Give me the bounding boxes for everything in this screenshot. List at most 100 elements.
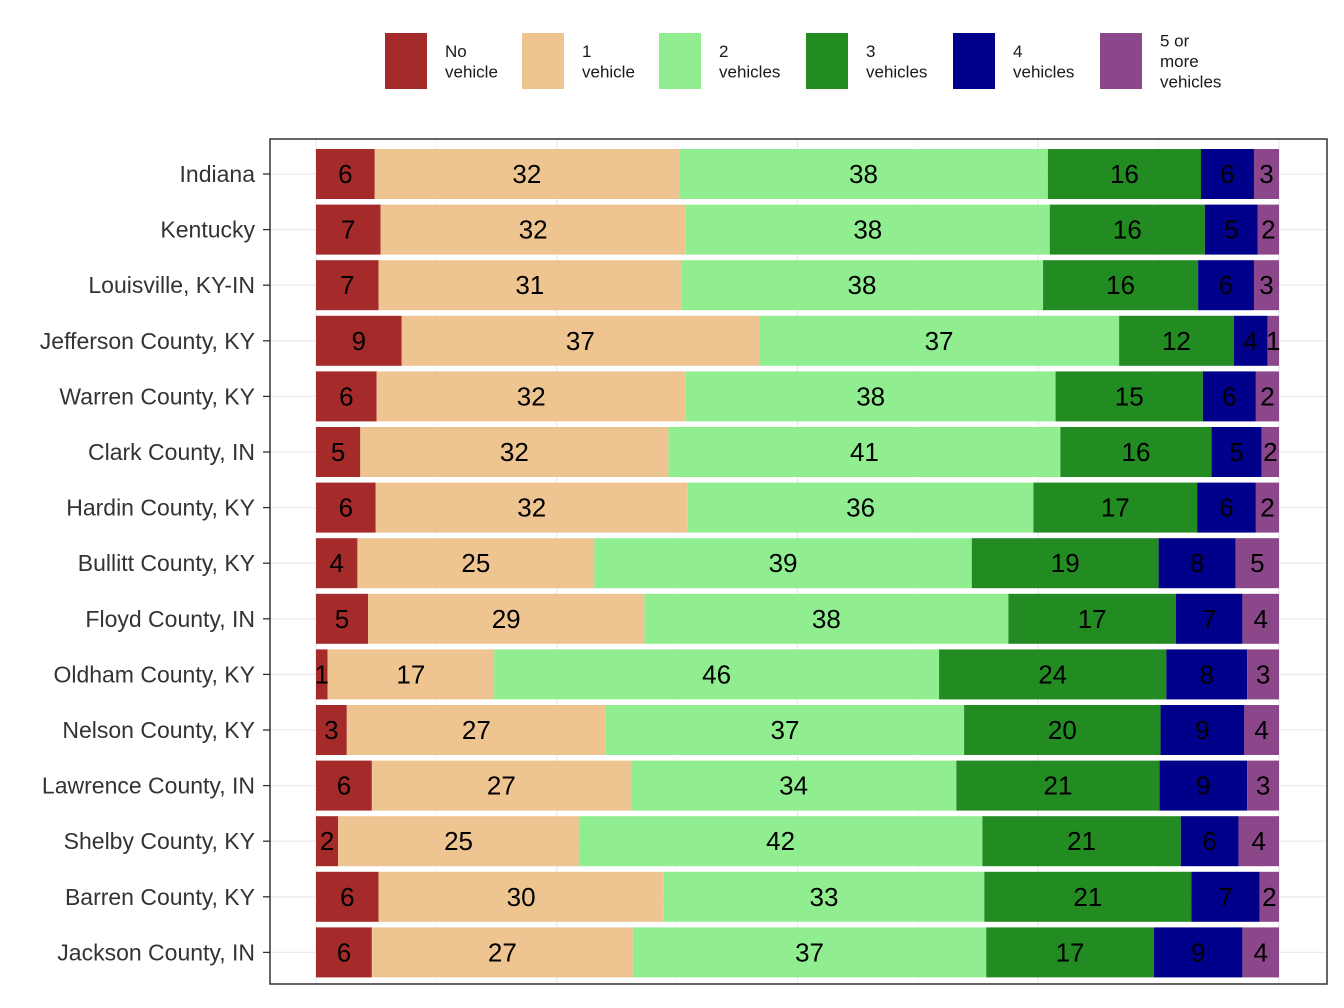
bar-segment-nelson-county-ky-2-vehicles xyxy=(605,705,965,755)
bar-segment-louisville-ky-in-1-vehicle xyxy=(378,260,681,311)
bar-segment-indiana-3-vehicles xyxy=(1047,149,1201,199)
bar-value-label: 4 xyxy=(1252,826,1266,856)
bar-segment-nelson-county-ky-5-or-more-vehicles xyxy=(1244,705,1279,755)
bar-segment-kentucky-2-vehicles xyxy=(685,204,1050,255)
bar-value-label: 7 xyxy=(340,270,354,300)
bar-value-label: 38 xyxy=(812,604,841,634)
bar-segment-shelby-county-ky-2-vehicles xyxy=(578,816,983,867)
legend: No vehicle 1 vehicle 2 vehicles 3 vehicles 4 vehi… xyxy=(385,32,1221,92)
bar-value-label: 27 xyxy=(462,715,491,745)
category-label-kentucky: Kentucky xyxy=(160,217,255,243)
bar-segment-nelson-county-ky-4-vehicles xyxy=(1160,705,1245,755)
bar-value-label: 6 xyxy=(339,493,353,523)
bar-segment-louisville-ky-in-no-vehicle xyxy=(316,260,379,311)
bar-segment-jackson-county-in-2-vehicles xyxy=(632,927,987,978)
bar-value-label: 17 xyxy=(396,659,425,689)
bar-segment-oldham-county-ky-no-vehicle xyxy=(316,649,328,700)
bar-value-label: 38 xyxy=(856,381,885,411)
bar-segment-nelson-county-ky-1-vehicle xyxy=(346,705,606,755)
bar-segment-indiana-no-vehicle xyxy=(316,149,375,199)
bar-value-label: 17 xyxy=(1101,493,1130,523)
bar-value-label: 29 xyxy=(492,604,521,634)
bar-segment-hardin-county-ky-4-vehicles xyxy=(1197,482,1256,533)
bar-value-label: 1 xyxy=(1266,326,1280,356)
bar-value-label: 5 xyxy=(331,437,345,467)
category-label-hardin-county-ky: Hardin County, KY xyxy=(66,495,255,521)
legend-item-5-or-more-vehicles: 5 or more vehicles xyxy=(1100,32,1221,92)
bar-segment-clark-county-in-5-or-more-vehicles xyxy=(1261,427,1279,477)
bar-segment-kentucky-4-vehicles xyxy=(1204,204,1258,255)
bar-value-label: 6 xyxy=(337,937,351,967)
bar-segment-lawrence-county-in-5-or-more-vehicles xyxy=(1247,760,1279,811)
bar-segment-oldham-county-ky-1-vehicle xyxy=(327,649,495,700)
bar-segment-bullitt-county-ky-2-vehicles xyxy=(594,538,972,589)
bar-value-label: 24 xyxy=(1038,659,1067,689)
bar-segment-hardin-county-ky-no-vehicle xyxy=(316,482,376,533)
bar-value-label: 9 xyxy=(352,326,366,356)
category-label-oldham-county-ky: Oldham County, KY xyxy=(53,661,255,687)
bar-value-label: 37 xyxy=(925,326,954,356)
bar-value-label: 2 xyxy=(320,826,334,856)
bar-value-label: 39 xyxy=(769,548,798,578)
bar-value-label: 21 xyxy=(1073,882,1102,912)
bar-segment-lawrence-county-in-1-vehicle xyxy=(371,760,631,811)
bar-value-label: 16 xyxy=(1113,215,1142,245)
bar-segment-jackson-county-in-no-vehicle xyxy=(316,927,372,978)
bar-segment-lawrence-county-in-no-vehicle xyxy=(316,760,372,811)
category-label-indiana: Indiana xyxy=(180,161,256,187)
bar-value-label: 4 xyxy=(1254,715,1268,745)
category-label-jefferson-county-ky: Jefferson County, KY xyxy=(40,328,255,354)
bar-segment-floyd-county-in-3-vehicles xyxy=(1008,593,1176,644)
bar-value-label: 7 xyxy=(1218,882,1232,912)
legend-label: 4 vehicles xyxy=(1013,42,1074,82)
bar-segment-bullitt-county-ky-no-vehicle xyxy=(316,538,358,589)
bar-segment-jefferson-county-ky-no-vehicle xyxy=(316,315,402,366)
bar-value-label: 5 xyxy=(335,604,349,634)
bar-value-label: 2 xyxy=(1260,493,1274,523)
bar-value-label: 38 xyxy=(849,159,878,189)
bar-value-label: 37 xyxy=(795,937,824,967)
bar-value-label: 16 xyxy=(1110,159,1139,189)
bar-segment-clark-county-in-1-vehicle xyxy=(360,427,669,477)
bar-segment-kentucky-5-or-more-vehicles xyxy=(1257,204,1279,255)
bar-value-label: 9 xyxy=(1196,771,1210,801)
bar-segment-shelby-county-ky-no-vehicle xyxy=(316,816,339,867)
bar-segment-bullitt-county-ky-1-vehicle xyxy=(357,538,595,589)
bar-value-label: 7 xyxy=(1202,604,1216,634)
bar-value-label: 21 xyxy=(1067,826,1096,856)
bar-segment-kentucky-3-vehicles xyxy=(1049,204,1205,255)
bar-value-label: 3 xyxy=(1259,159,1273,189)
bar-value-label: 4 xyxy=(1253,937,1267,967)
bar-value-label: 21 xyxy=(1044,771,1073,801)
bar-value-label: 1 xyxy=(315,659,329,689)
bar-segment-lawrence-county-in-3-vehicles xyxy=(956,760,1160,811)
bar-segment-warren-county-ky-2-vehicles xyxy=(685,371,1056,422)
bar-segment-louisville-ky-in-4-vehicles xyxy=(1198,260,1254,311)
bar-value-label: 4 xyxy=(329,548,343,578)
bar-segment-jackson-county-in-1-vehicle xyxy=(371,927,633,978)
legend-item-1-vehicle: 1 vehicle xyxy=(522,33,635,89)
bar-segment-oldham-county-ky-3-vehicles xyxy=(939,649,1167,700)
bar-value-label: 25 xyxy=(461,548,490,578)
category-label-louisville-ky-in: Louisville, KY-IN xyxy=(88,272,255,298)
bar-segment-kentucky-1-vehicle xyxy=(380,204,686,255)
y-axis-labels: Indiana Kentucky Louisville, KY-IN Jefferso… xyxy=(40,161,270,965)
bar-value-label: 42 xyxy=(766,826,795,856)
bar-value-label: 15 xyxy=(1115,381,1144,411)
bar-segment-hardin-county-ky-5-or-more-vehicles xyxy=(1255,482,1279,533)
bar-segment-hardin-county-ky-2-vehicles xyxy=(687,482,1034,533)
bar-value-label: 32 xyxy=(517,381,546,411)
plot-panel: 6 32 38 16 6 37 32 38 16 5 27 31 38 16 6 39 37 37 12 4 16 32 3… xyxy=(269,138,1328,985)
bar-segment-barren-county-ky-2-vehicles xyxy=(663,871,985,922)
category-label-clark-county-in: Clark County, IN xyxy=(88,439,255,465)
bar-value-label: 30 xyxy=(507,882,536,912)
bar-segment-bullitt-county-ky-3-vehicles xyxy=(971,538,1159,589)
bar-segment-clark-county-in-no-vehicle xyxy=(316,427,361,477)
legend-label: No vehicle xyxy=(445,42,498,82)
category-label-floyd-county-in: Floyd County, IN xyxy=(85,606,255,632)
bar-segment-oldham-county-ky-4-vehicles xyxy=(1166,649,1248,700)
legend-label: 1 vehicle xyxy=(582,42,635,82)
bar-value-label: 6 xyxy=(1202,826,1216,856)
bar-segment-warren-county-ky-5-or-more-vehicles xyxy=(1255,371,1279,422)
bar-segment-jackson-county-in-5-or-more-vehicles xyxy=(1242,927,1279,978)
